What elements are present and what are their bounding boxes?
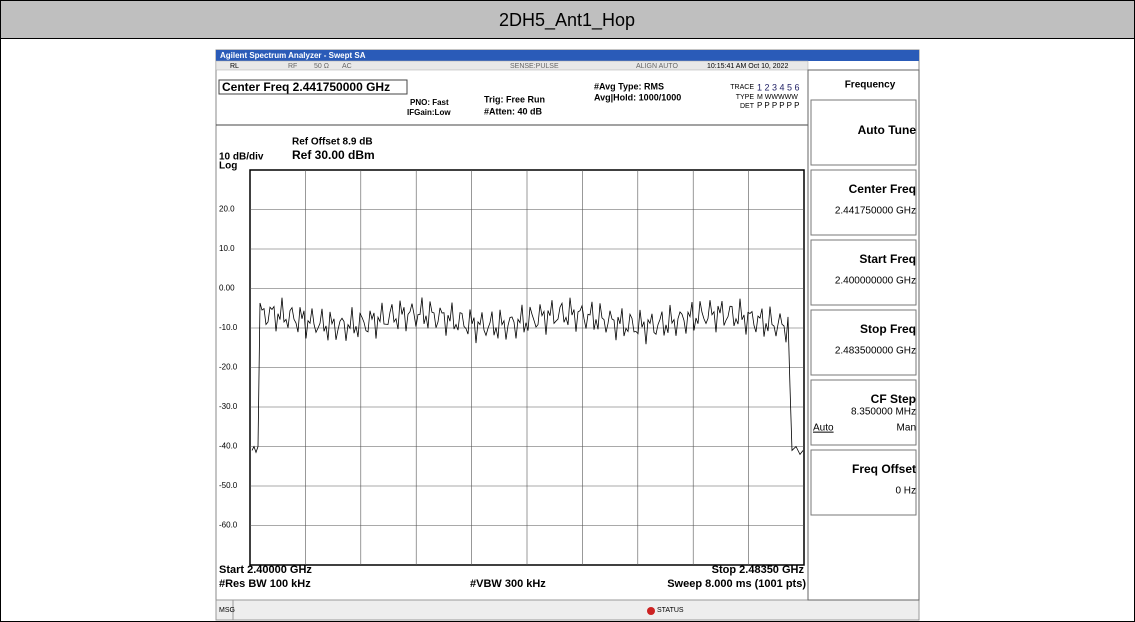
atten: #Atten: 40 dB [484, 106, 543, 116]
menu-title: Frequency [845, 80, 896, 91]
softkey-label: Freq Offset [852, 462, 916, 476]
y-tick-label: -20.0 [219, 363, 238, 372]
y-tick-label: 10.0 [219, 244, 235, 253]
rbw: #Res BW 100 kHz [219, 578, 311, 590]
softkey-value: 2.483500000 GHz [835, 346, 916, 357]
y-tick-label: -50.0 [219, 481, 238, 490]
softkey-man: Man [897, 423, 916, 434]
window-titlebar [216, 50, 919, 61]
header-row [1, 1, 1134, 38]
trace: 1 2 3 4 5 6 [757, 82, 800, 92]
avg-hold: Avg|Hold: 1000/1000 [594, 92, 681, 102]
window-title: Agilent Spectrum Analyzer - Swept SA [220, 51, 366, 60]
softkey[interactable] [810, 449, 917, 516]
ref-level: Ref 30.00 dBm [292, 148, 375, 162]
softkey-value: 2.441750000 GHz [835, 206, 916, 217]
trig: Trig: Free Run [484, 94, 545, 104]
msg: MSG [219, 607, 235, 614]
softkey[interactable] [810, 99, 917, 166]
scale: 10 dB/div [219, 152, 264, 163]
det: P P P P P P [757, 101, 799, 110]
softkey-label: Stop Freq [860, 322, 916, 336]
softkey[interactable] [810, 379, 917, 446]
ref-offset: Ref Offset 8.9 dB [292, 137, 373, 148]
impedance: 50 Ω [314, 63, 329, 70]
datetime: 10:15:41 AM Oct 10, 2022 [707, 63, 788, 70]
y-tick-label: -30.0 [219, 402, 238, 411]
softkey-value: 8.350000 MHz [851, 407, 916, 418]
pno: PNO: Fast [410, 98, 449, 107]
softkey-label: CF Step [871, 392, 916, 406]
softkey[interactable] [810, 309, 917, 376]
status-line [215, 60, 809, 71]
avg-type: #Avg Type: RMS [594, 81, 664, 91]
stop-freq: Stop 2.48350 GHz [712, 564, 805, 576]
center-freq-box [218, 79, 408, 95]
graticule: 20.0 10.0 0.00 -10.0 -20.0 -30.0 -40.0 -50.0 -60… [219, 169, 805, 566]
softkey[interactable] [810, 239, 917, 306]
start-freq: Start 2.40000 GHz [219, 564, 312, 576]
coupling: AC [342, 63, 352, 70]
log: Log [219, 161, 237, 172]
table-title: 2DH5_Ant1_Hop [499, 10, 635, 31]
y-tick-label: 20.0 [219, 205, 235, 214]
sweep: Sweep 8.000 ms (1001 pts) [667, 578, 806, 590]
softkey-label: Auto Tune [858, 123, 917, 137]
status-icon [647, 607, 655, 615]
vbw: #VBW 300 kHz [470, 578, 546, 590]
softkey[interactable] [810, 169, 917, 236]
trace-label: TRACE [730, 84, 754, 91]
det-label: DET [740, 103, 755, 110]
softkey-label: Center Freq [849, 182, 916, 196]
softkey-value: 2.400000000 GHz [835, 276, 916, 287]
trace [251, 297, 804, 456]
softkey-label: Start Freq [859, 252, 916, 266]
rf: RF [288, 63, 297, 70]
softkeys: Auto Tune Center Freq 2.441750000 GHz Start… [810, 99, 917, 516]
ifgain: IFGain:Low [407, 108, 451, 117]
sense: SENSE:PULSE [510, 63, 559, 70]
align: ALIGN AUTO [636, 63, 678, 70]
rl: RL [230, 63, 239, 70]
softkey-auto: Auto [813, 423, 834, 434]
y-tick-label: -60.0 [219, 521, 238, 530]
type-label: TYPE [736, 94, 755, 101]
softkey-value: 0 Hz [895, 486, 916, 497]
y-tick-label: 0.00 [219, 284, 235, 293]
y-tick-label: -40.0 [219, 442, 238, 451]
y-tick-label: -10.0 [219, 323, 238, 332]
status: STATUS [657, 607, 684, 614]
type: M WWWWW [757, 94, 798, 101]
center-freq: Center Freq 2.441750000 GHz [222, 80, 390, 94]
status-bar [215, 599, 920, 621]
